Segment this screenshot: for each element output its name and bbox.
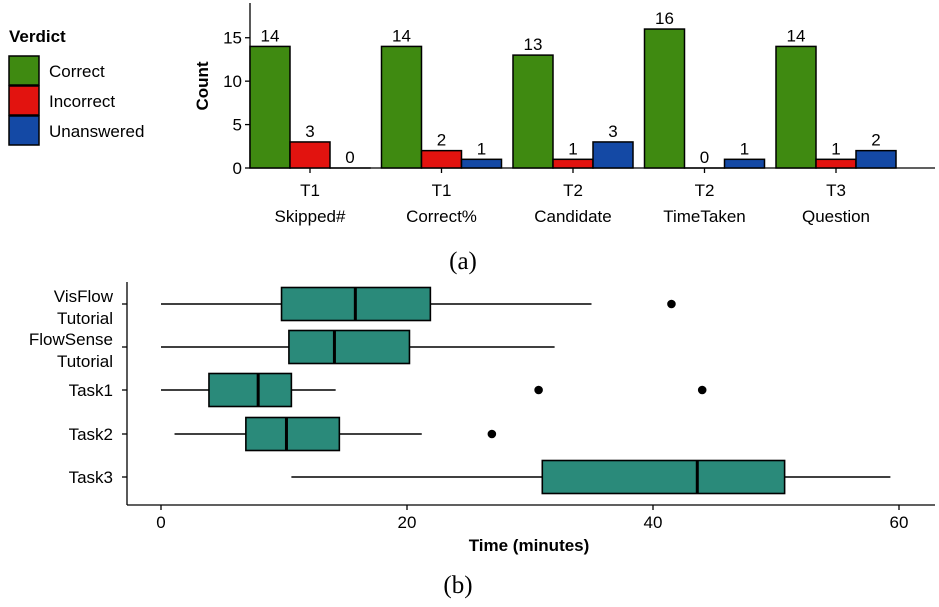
bar-unanswered bbox=[592, 141, 634, 169]
bar-unanswered bbox=[460, 158, 503, 169]
box bbox=[288, 329, 411, 365]
legend-label-unanswered: Unanswered bbox=[49, 122, 144, 141]
x-axis-title-b: Time (minutes) bbox=[469, 536, 590, 555]
box bbox=[541, 459, 786, 495]
bar-value-label: 0 bbox=[345, 148, 354, 167]
y-tick-label: Task1 bbox=[69, 381, 113, 400]
box bbox=[245, 416, 341, 452]
outlier-point bbox=[667, 299, 676, 309]
box-plot-b: VisFlow Tutorial FlowSense Tutorial Task1 Tas… bbox=[29, 282, 935, 555]
bar-value-label: 3 bbox=[305, 122, 314, 141]
bar-value-label: 14 bbox=[261, 26, 280, 45]
bar-correct bbox=[775, 45, 817, 169]
x-tick-label-line1: T2 bbox=[695, 181, 715, 200]
y-tick-label-line1: FlowSense bbox=[29, 330, 113, 349]
panel-label-b: (b) bbox=[443, 572, 472, 599]
bar-value-label: 3 bbox=[608, 122, 617, 141]
y-tick-label: 0 bbox=[233, 159, 242, 178]
legend-label-correct: Correct bbox=[49, 62, 105, 81]
boxes-b bbox=[161, 286, 891, 495]
x-tick-label-line2: Correct% bbox=[406, 207, 477, 226]
bar-value-label: 1 bbox=[568, 139, 577, 158]
x-tick-label: 40 bbox=[644, 513, 663, 532]
bar-value-label: 2 bbox=[437, 131, 446, 150]
y-tick-label: 5 bbox=[233, 116, 242, 135]
bar-correct bbox=[380, 45, 423, 169]
legend-swatch-unanswered bbox=[8, 115, 40, 146]
bar-correct bbox=[512, 54, 554, 169]
outlier-point bbox=[534, 385, 543, 395]
box bbox=[208, 372, 293, 408]
bar-unanswered bbox=[723, 158, 766, 169]
y-tick-label-line1: VisFlow bbox=[54, 287, 114, 306]
bar-value-label: 13 bbox=[524, 35, 543, 54]
outlier-point bbox=[487, 429, 497, 439]
bar-correct bbox=[643, 28, 686, 169]
panel-label-a: (a) bbox=[449, 248, 477, 275]
x-tick-label: 0 bbox=[156, 513, 165, 532]
outlier-point bbox=[697, 385, 707, 395]
y-tick-label: 10 bbox=[223, 72, 242, 91]
bar-incorrect bbox=[420, 149, 463, 169]
x-tick-label-line2: Candidate bbox=[534, 207, 612, 226]
y-tick-label: Task3 bbox=[69, 468, 113, 487]
y-tick-label: 15 bbox=[223, 29, 242, 48]
legend-swatch-correct bbox=[8, 55, 40, 86]
legend-label-incorrect: Incorrect bbox=[49, 92, 115, 111]
bar-value-label: 14 bbox=[787, 26, 806, 45]
bar-value-label: 1 bbox=[477, 139, 486, 158]
x-tick-label-line1: T2 bbox=[563, 181, 583, 200]
bar-incorrect bbox=[552, 158, 594, 169]
bar-incorrect bbox=[815, 158, 857, 169]
bar-unanswered bbox=[855, 149, 897, 169]
y-tick-label-line2: Tutorial bbox=[57, 352, 113, 371]
x-tick-label: 20 bbox=[398, 513, 417, 532]
legend-title: Verdict bbox=[9, 27, 66, 46]
bar-value-label: 16 bbox=[655, 9, 674, 28]
bar-value-label: 1 bbox=[831, 139, 840, 158]
x-tick-label-line1: T1 bbox=[432, 181, 452, 200]
legend-a: Verdict Correct Incorrect Unanswered bbox=[8, 27, 144, 146]
x-tick-label: 60 bbox=[890, 513, 909, 532]
y-tick-label: Task2 bbox=[69, 425, 113, 444]
y-tick-labels-b: VisFlow Tutorial FlowSense Tutorial Task1 Tas… bbox=[29, 287, 127, 487]
x-ticks-b: 0 20 40 60 bbox=[156, 505, 908, 532]
bar-incorrect bbox=[289, 141, 331, 169]
x-ticks-a: T1 Skipped# T1 Correct% T2 Candidate T2 TimeTak… bbox=[275, 168, 870, 226]
bar-value-label: 0 bbox=[700, 148, 709, 167]
x-tick-label-line2: Question bbox=[802, 207, 870, 226]
y-axis-title-a: Count bbox=[193, 61, 212, 110]
y-ticks-a: 0 5 10 15 bbox=[223, 29, 250, 178]
bar-value-label: 2 bbox=[871, 131, 880, 150]
bar-value-label: 14 bbox=[392, 26, 411, 45]
x-tick-label-line2: Skipped# bbox=[275, 207, 346, 226]
y-tick-label-line2: Tutorial bbox=[57, 309, 113, 328]
x-tick-label-line2: TimeTaken bbox=[663, 207, 746, 226]
x-tick-label-line1: T3 bbox=[826, 181, 846, 200]
bar-correct bbox=[249, 45, 291, 169]
x-tick-label-line1: T1 bbox=[300, 181, 320, 200]
bar-value-label: 1 bbox=[740, 139, 749, 158]
legend-swatch-incorrect bbox=[8, 85, 40, 116]
